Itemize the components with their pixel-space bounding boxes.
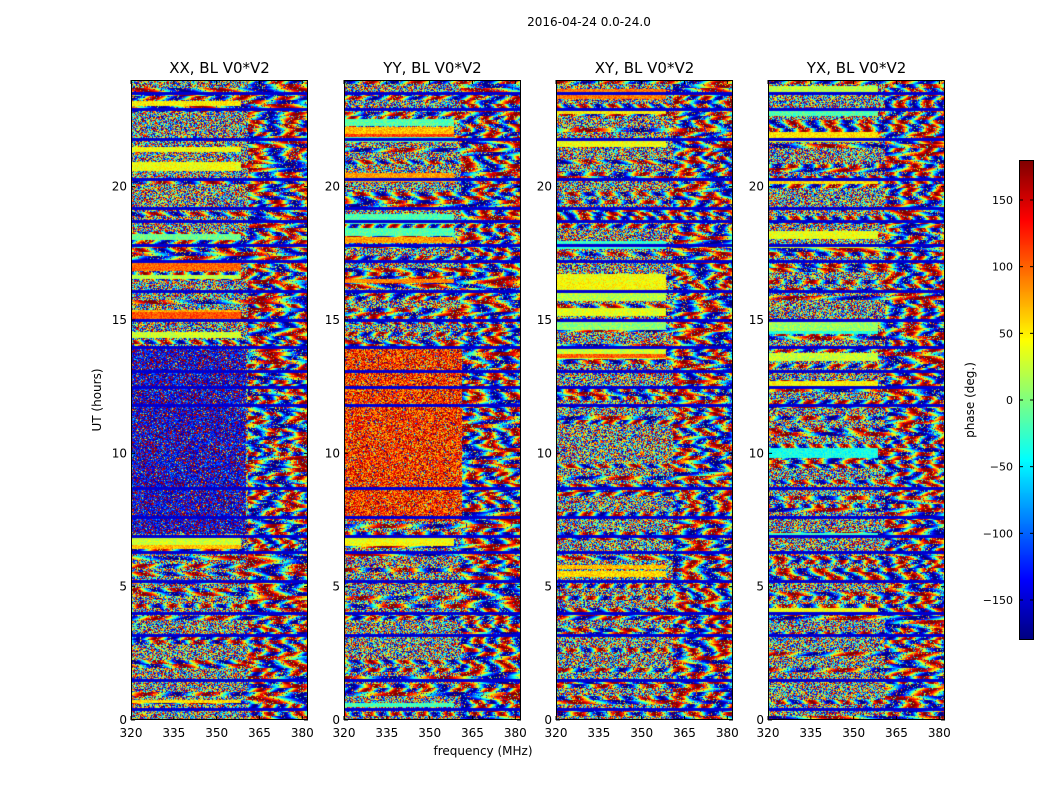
y-tick-label: 0 — [544, 713, 552, 727]
y-tick-label: 10 — [749, 446, 764, 460]
y-tick-label: 0 — [119, 713, 127, 727]
x-tick-label: 320 — [545, 726, 568, 740]
panel-frame — [131, 80, 308, 720]
y-tick-label: 20 — [325, 180, 340, 194]
x-tick-label: 320 — [757, 726, 780, 740]
x-tick-label: 335 — [162, 726, 185, 740]
y-tick-label: 15 — [325, 313, 340, 327]
panel-title: XY, BL V0*V2 — [595, 59, 695, 77]
y-tick-label: 20 — [537, 180, 552, 194]
y-tick-label: 5 — [756, 580, 764, 594]
phase-heatmap — [768, 80, 945, 720]
phase-heatmap-canvas — [344, 80, 521, 720]
y-tick-label: 0 — [332, 713, 340, 727]
y-tick-label: 15 — [749, 313, 764, 327]
x-tick-label: 365 — [248, 726, 271, 740]
x-tick-label: 350 — [842, 726, 865, 740]
colorbar-tick-label: −100 — [983, 527, 1013, 540]
panel-yy: YY, BL V0*V2 320 335 350 365 380 0 5 10 15 20 — [325, 59, 527, 740]
x-tick-label: 335 — [587, 726, 610, 740]
y-tick-label: 20 — [749, 180, 764, 194]
x-axis-label: frequency (MHz) — [433, 744, 532, 758]
y-axis-label: UT (hours) — [90, 368, 104, 431]
phase-heatmap — [344, 80, 521, 720]
x-tick-label: 380 — [504, 726, 527, 740]
colorbar-gradient — [1019, 160, 1034, 640]
panel-title: XX, BL V0*V2 — [169, 59, 270, 77]
y-tick-label: 10 — [325, 446, 340, 460]
y-tick-label: 10 — [537, 446, 552, 460]
panel-frame — [768, 80, 945, 720]
x-tick-label: 380 — [716, 726, 739, 740]
colorbar: 150 100 50 0 −50 −100 −150 — [983, 160, 1034, 640]
panel-frame — [556, 80, 733, 720]
y-tick-label: 0 — [756, 713, 764, 727]
x-tick-label: 380 — [928, 726, 951, 740]
y-tick-label: 20 — [112, 180, 127, 194]
x-tick-label: 380 — [291, 726, 314, 740]
phase-heatmap — [131, 80, 308, 720]
x-tick-label: 365 — [673, 726, 696, 740]
colorbar-tick-label: 0 — [1006, 394, 1013, 407]
y-tick-label: 10 — [112, 446, 127, 460]
panel-title: YX, BL V0*V2 — [806, 59, 907, 77]
x-tick-label: 365 — [461, 726, 484, 740]
panel-xy: XY, BL V0*V2 320 335 350 365 380 0 5 10 15 20 — [537, 59, 739, 740]
phase-heatmap-canvas — [131, 80, 308, 720]
panel-frame — [344, 80, 521, 720]
x-tick-label: 320 — [120, 726, 143, 740]
colorbar-label: phase (deg.) — [963, 362, 977, 438]
x-tick-label: 320 — [333, 726, 356, 740]
phase-heatmap-canvas — [556, 80, 733, 720]
figure-title: 2016-04-24 0.0-24.0 — [527, 15, 651, 29]
x-tick-label: 335 — [799, 726, 822, 740]
x-tick-label: 350 — [418, 726, 441, 740]
phase-heatmap-canvas — [768, 80, 945, 720]
y-tick-label: 15 — [112, 313, 127, 327]
colorbar-canvas — [1019, 160, 1034, 640]
colorbar-tick-label: 150 — [992, 194, 1013, 207]
colorbar-tick-label: −50 — [990, 461, 1013, 474]
colorbar-tick-label: −150 — [983, 594, 1013, 607]
y-tick-label: 5 — [119, 580, 127, 594]
y-tick-label: 5 — [332, 580, 340, 594]
panel-title: YY, BL V0*V2 — [382, 59, 481, 77]
colorbar-tick-label: 100 — [992, 261, 1013, 274]
y-tick-label: 15 — [537, 313, 552, 327]
colorbar-tick-label: 50 — [999, 327, 1013, 340]
y-tick-label: 5 — [544, 580, 552, 594]
x-tick-label: 350 — [205, 726, 228, 740]
panel-yx: YX, BL V0*V2 320 335 350 365 380 0 5 10 15 20 — [749, 59, 951, 740]
panel-xx: XX, BL V0*V2 320 335 350 365 380 0 5 10 15 20 — [112, 59, 314, 740]
x-tick-label: 350 — [630, 726, 653, 740]
x-tick-label: 365 — [885, 726, 908, 740]
phase-heatmap — [556, 80, 733, 720]
x-tick-label: 335 — [375, 726, 398, 740]
